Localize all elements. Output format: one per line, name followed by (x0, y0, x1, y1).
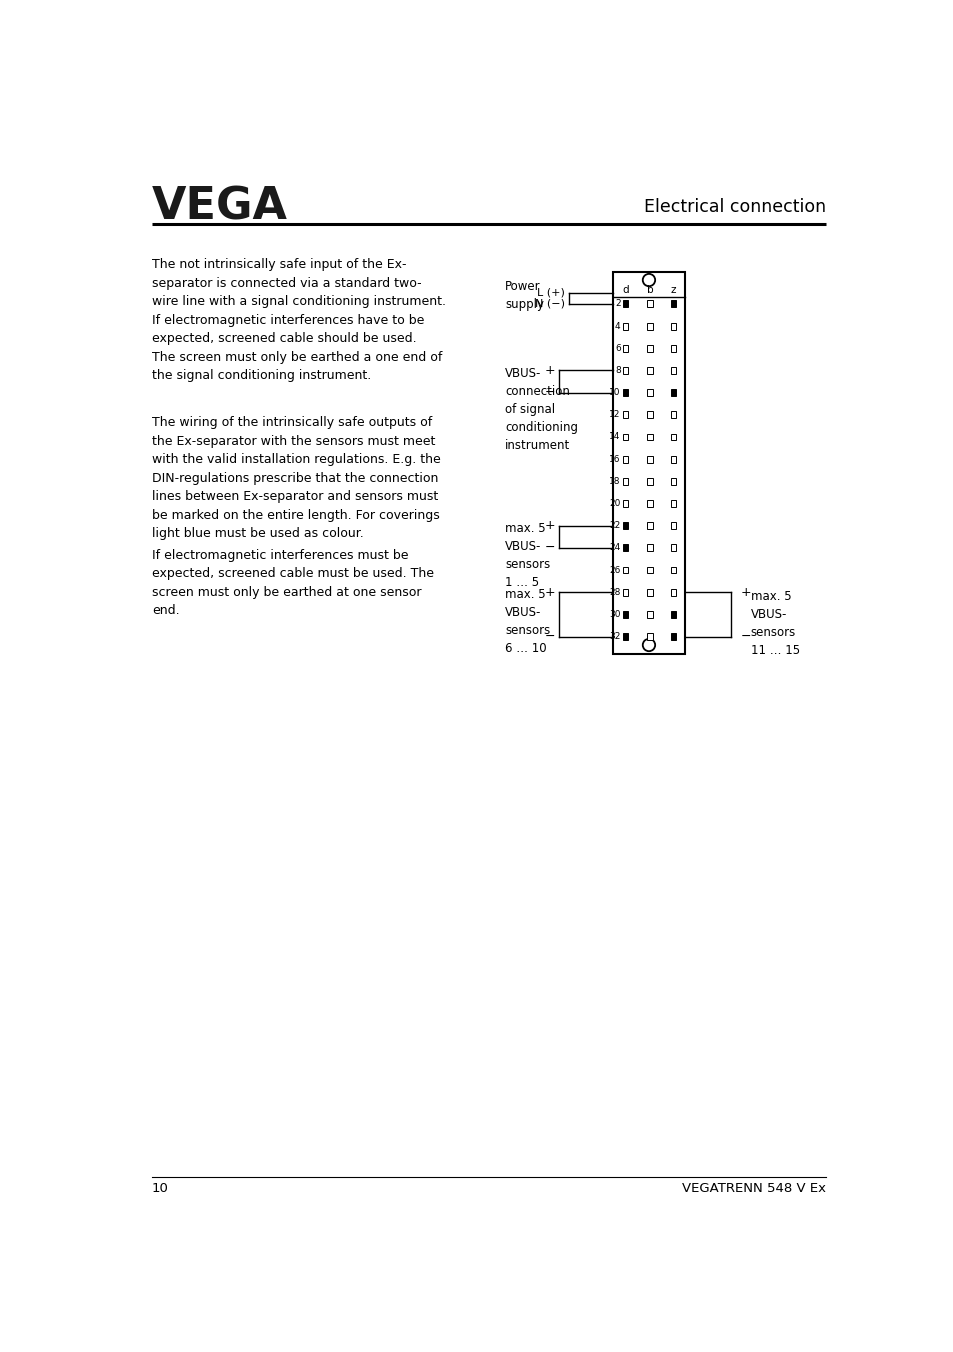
Bar (647, 411, 652, 418)
Text: +: + (544, 585, 555, 599)
Bar (622, 456, 627, 462)
Bar (670, 434, 676, 441)
Bar (647, 434, 652, 441)
Bar (647, 611, 652, 618)
Bar (670, 545, 676, 552)
Bar (647, 456, 652, 462)
Bar (647, 345, 652, 352)
Bar (622, 434, 627, 441)
Bar (622, 588, 627, 596)
Text: Power
supply: Power supply (505, 280, 543, 311)
Text: Electrical connection: Electrical connection (643, 197, 825, 216)
Text: 12: 12 (609, 410, 620, 419)
Text: 6: 6 (615, 343, 620, 353)
Text: 18: 18 (609, 477, 620, 485)
Text: −: − (544, 630, 555, 644)
Bar (670, 366, 676, 375)
Bar (647, 588, 652, 596)
Text: max. 5
VBUS-
sensors
1 … 5: max. 5 VBUS- sensors 1 … 5 (505, 522, 550, 589)
Text: −: − (544, 541, 555, 554)
Bar (670, 500, 676, 507)
Bar (622, 477, 627, 485)
Bar (670, 566, 676, 573)
Text: 22: 22 (609, 521, 620, 530)
Text: 8: 8 (615, 366, 620, 375)
Text: 10: 10 (152, 1182, 169, 1195)
Bar (670, 477, 676, 485)
Text: max. 5
VBUS-
sensors
6 … 10: max. 5 VBUS- sensors 6 … 10 (505, 588, 550, 656)
Bar (647, 477, 652, 485)
Bar (670, 345, 676, 352)
Text: b: b (646, 285, 653, 295)
Text: VEGATRENN 548 V Ex: VEGATRENN 548 V Ex (681, 1182, 825, 1195)
Bar (622, 611, 627, 618)
Bar (647, 323, 652, 330)
Text: −: − (740, 630, 751, 644)
Bar (647, 366, 652, 375)
Bar (670, 456, 676, 462)
Text: 16: 16 (609, 454, 620, 464)
Text: VBUS-
connection
of signal
conditioning
instrument: VBUS- connection of signal conditioning … (505, 366, 578, 452)
Text: 2: 2 (615, 299, 620, 308)
Text: 32: 32 (609, 633, 620, 641)
Text: L (+): L (+) (537, 288, 564, 297)
Text: d: d (621, 285, 628, 295)
Text: 14: 14 (609, 433, 620, 442)
Bar (670, 389, 676, 396)
Bar (622, 633, 627, 639)
Text: VEGA: VEGA (152, 185, 288, 228)
Bar (670, 300, 676, 307)
Text: 20: 20 (609, 499, 620, 508)
Bar (670, 611, 676, 618)
Text: 4: 4 (615, 322, 620, 331)
Bar (647, 545, 652, 552)
Bar (647, 300, 652, 307)
Bar (670, 411, 676, 418)
Text: 28: 28 (609, 588, 620, 596)
Bar (647, 633, 652, 639)
Bar (647, 389, 652, 396)
Text: 24: 24 (609, 544, 620, 553)
Text: The not intrinsically safe input of the Ex-
separator is connected via a standar: The not intrinsically safe input of the … (152, 258, 445, 383)
Bar (622, 522, 627, 529)
Bar (670, 633, 676, 639)
Text: +: + (544, 364, 555, 377)
Text: −: − (544, 387, 555, 399)
Bar (622, 389, 627, 396)
Bar (622, 300, 627, 307)
Text: If electromagnetic interferences must be
expected, screened cable must be used. : If electromagnetic interferences must be… (152, 549, 434, 618)
Text: z: z (670, 285, 676, 295)
Text: N (−): N (−) (535, 299, 564, 308)
Text: max. 5
VBUS-
sensors
11 … 15: max. 5 VBUS- sensors 11 … 15 (750, 589, 800, 657)
Bar (622, 411, 627, 418)
Bar (647, 566, 652, 573)
Bar (670, 323, 676, 330)
Bar (622, 323, 627, 330)
Text: The wiring of the intrinsically safe outputs of
the Ex-separator with the sensor: The wiring of the intrinsically safe out… (152, 416, 440, 541)
Bar (670, 588, 676, 596)
Text: +: + (544, 519, 555, 533)
Text: +: + (740, 585, 751, 599)
Bar (622, 366, 627, 375)
Bar (647, 500, 652, 507)
Text: 30: 30 (609, 610, 620, 619)
Bar (622, 345, 627, 352)
Text: 10: 10 (609, 388, 620, 397)
Bar (612, 272, 684, 653)
Bar (622, 545, 627, 552)
Bar (647, 522, 652, 529)
Bar (622, 566, 627, 573)
Bar (622, 500, 627, 507)
Bar (670, 522, 676, 529)
Text: 26: 26 (609, 565, 620, 575)
